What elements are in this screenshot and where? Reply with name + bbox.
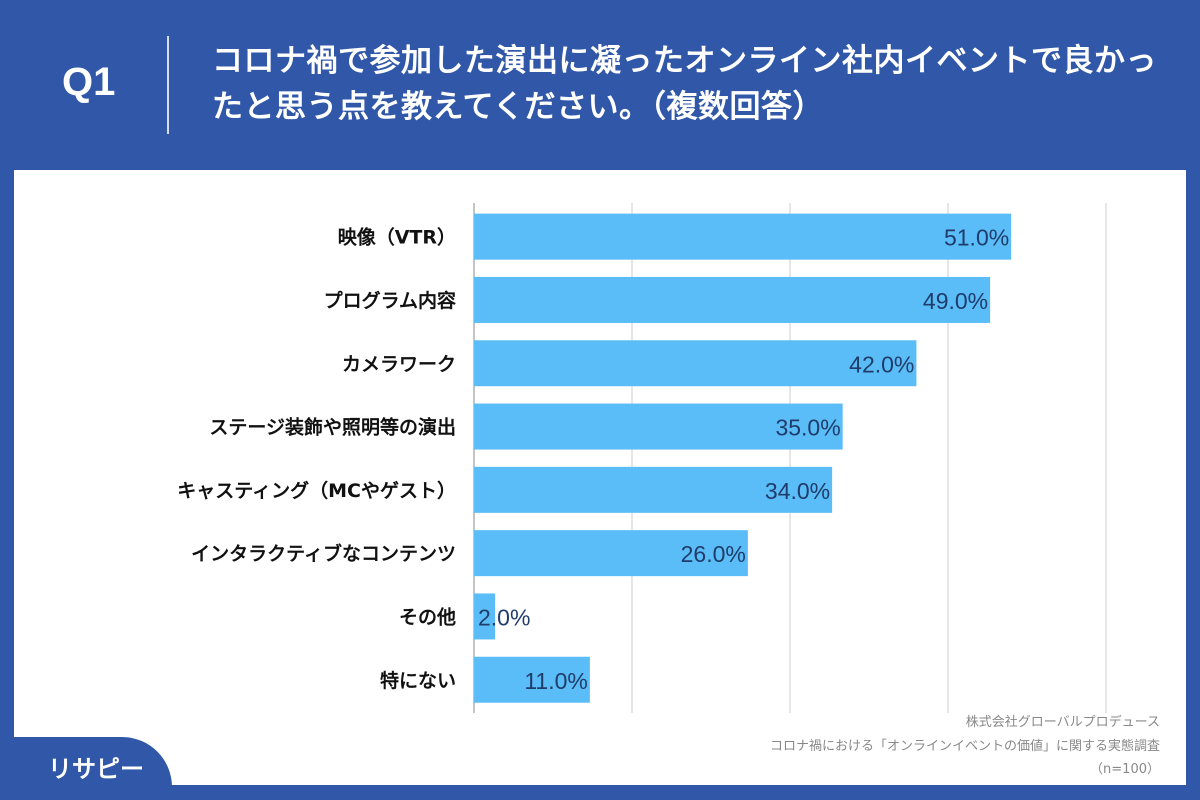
category-label: プログラム内容 xyxy=(324,289,456,312)
bar xyxy=(474,276,991,323)
category-label: ステージ装飾や照明等の演出 xyxy=(209,416,456,439)
bar xyxy=(474,593,496,640)
bar xyxy=(474,530,748,577)
bar xyxy=(474,466,833,513)
category-label: 特にない xyxy=(380,670,456,692)
source-sample: （n=100） xyxy=(1090,762,1160,777)
category-label: 映像（VTR） xyxy=(338,226,456,249)
source-survey: コロナ禍における「オンラインイベントの価値」に関する実態調査 xyxy=(769,739,1160,754)
data-label: 49.0% xyxy=(923,288,988,314)
data-label: 35.0% xyxy=(775,415,840,441)
source-company: 株式会社グローバルプロデュース xyxy=(965,715,1160,730)
bar xyxy=(474,213,1012,260)
data-label: 2.0% xyxy=(478,604,530,630)
logo-text: リサピー xyxy=(48,755,144,783)
data-label: 34.0% xyxy=(765,478,830,504)
logo: リサピー xyxy=(0,737,172,800)
question-number: Q1 xyxy=(62,60,116,104)
category-label: インタラクティブなコンテンツ xyxy=(191,542,456,565)
question-title: コロナ禍で参加した演出に凝ったオンライン社内イベントで良かったと思う点を教えてく… xyxy=(212,43,1157,125)
category-label: その他 xyxy=(399,605,456,628)
divider xyxy=(167,36,169,134)
bar xyxy=(474,656,590,703)
bar xyxy=(474,403,843,450)
bar xyxy=(474,340,917,387)
data-label: 11.0% xyxy=(524,668,588,694)
category-label: カメラワーク xyxy=(342,353,456,375)
data-label: 42.0% xyxy=(849,351,914,377)
category-label: キャスティング（MCやゲスト） xyxy=(177,479,456,502)
data-label: 26.0% xyxy=(681,541,746,567)
data-label: 51.0% xyxy=(944,225,1009,251)
